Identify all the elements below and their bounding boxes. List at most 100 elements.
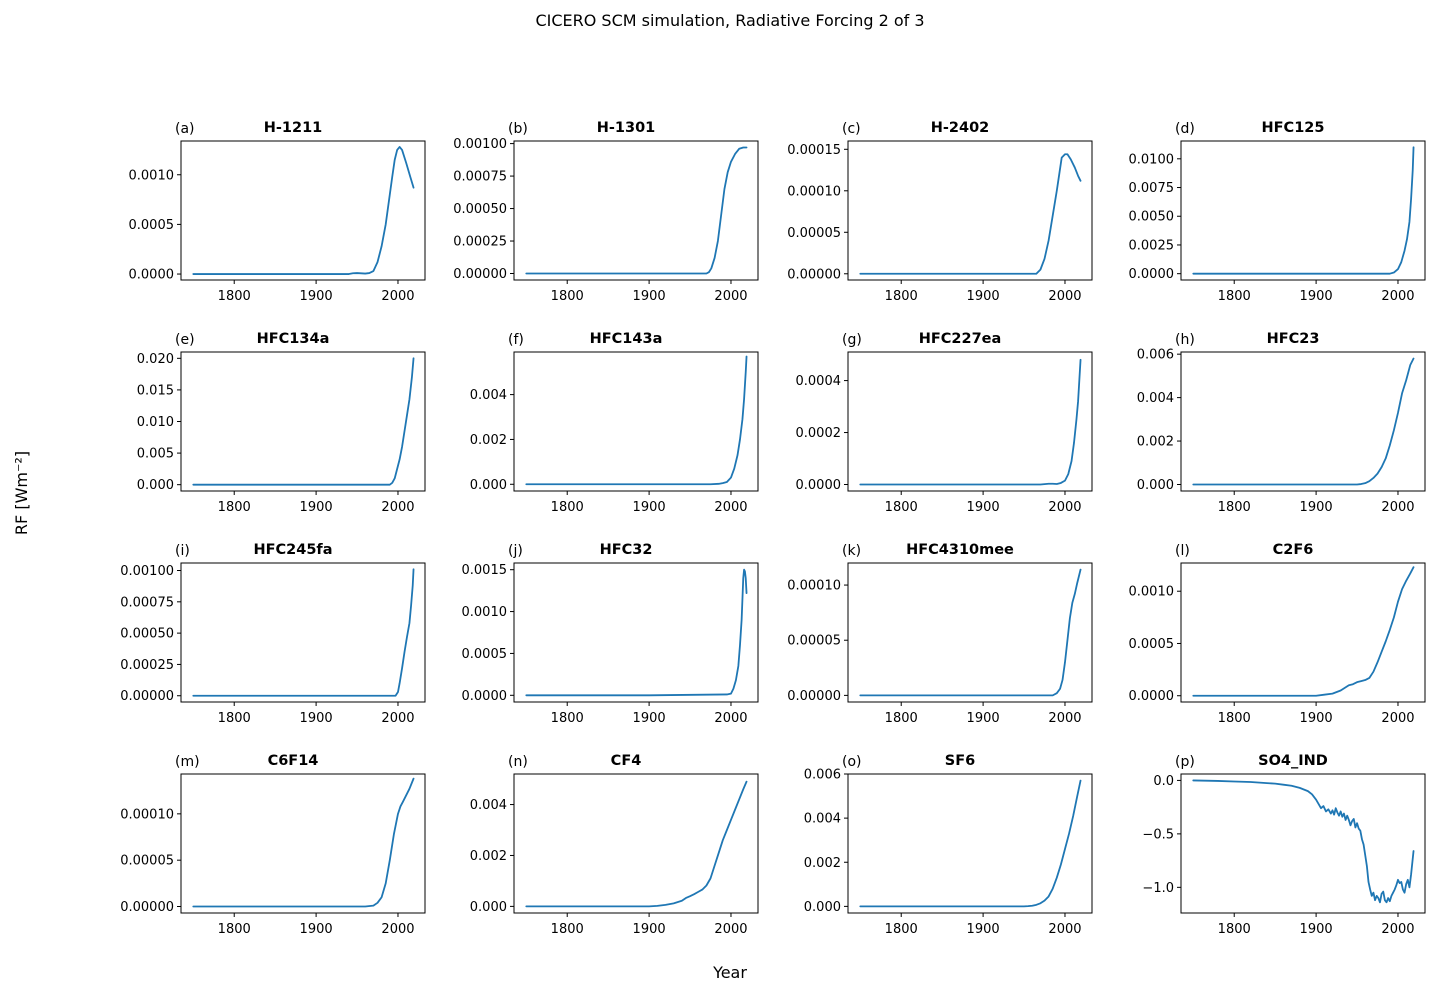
y-tick-label: 0.006 [804,768,841,783]
subplot-hfc134a: HFC134a (e) 1800 1900 2000 0.000 0.005 0.010 0.0… [137,331,426,515]
y-tick-label: 0.0075 [1129,181,1175,196]
subplot-title-hfc143a: HFC143a [590,331,663,347]
y-axis-label: RF [Wm⁻²] [12,451,31,535]
x-tick-label: 2000 [714,922,747,937]
x-tick-label: 2000 [1048,922,1081,937]
y-tick-label: 0.0010 [129,168,175,183]
series-line-cf4 [525,780,748,908]
y-tick-label: 0.0 [1153,774,1174,789]
x-tick-label: 2000 [714,500,747,515]
axes-frame-so4-ind [1180,773,1426,914]
y-tick-label: 0.00000 [453,267,507,282]
series-line-c6f14 [192,777,415,908]
x-tick-label: 1800 [1218,711,1251,726]
subplot-grid: H-1211 (a) 1800 1900 2000 0.0000 0.0005 0.0010 H… [120,120,1426,937]
series-line-so4-ind [1192,779,1415,904]
series-line-h-2402 [859,153,1082,275]
panel-label-c2f6: (l) [1175,543,1190,559]
x-tick-label: 2000 [1381,289,1414,304]
panel-label-h-1211: (a) [175,121,195,137]
y-tick-label: 0.0000 [462,689,508,704]
y-tick-label: 0.0010 [462,605,508,620]
subplot-cf4: CF4 (n) 1800 1900 2000 0.000 0.002 0.004 [470,753,759,937]
y-tick-label: 0.0050 [1129,210,1175,225]
y-tick-label: 0.00075 [120,595,174,610]
y-tick-label: 0.0100 [1129,152,1175,167]
axes-frame-c6f14 [180,773,426,914]
y-tick-label: 0.0000 [129,268,175,283]
x-tick-label: 1800 [551,289,584,304]
subplot-title-hfc245fa: HFC245fa [253,542,332,558]
subplot-title-hfc4310mee: HFC4310mee [906,542,1014,558]
y-tick-label: 0.0005 [1129,637,1175,652]
axes-frame-h-2402 [847,140,1093,281]
y-tick-label: 0.0025 [1129,238,1175,253]
y-tick-label: −0.5 [1142,827,1174,842]
x-tick-label: 1800 [885,289,918,304]
y-tick-label: 0.004 [470,798,507,813]
y-tick-label: 0.0005 [129,218,175,233]
y-tick-label: 0.00000 [787,689,841,704]
y-tick-label: 0.00005 [787,226,841,241]
x-tick-label: 1800 [218,922,251,937]
series-line-hfc143a [525,355,748,486]
panel-label-h-1301: (b) [508,121,528,137]
subplot-title-h-1211: H-1211 [264,120,323,136]
axes-frame-h-1301 [513,140,759,281]
panel-label-hfc23: (h) [1175,332,1195,348]
axes-frame-h-1211 [180,140,426,281]
series-line-hfc32 [525,568,748,697]
x-tick-label: 2000 [714,711,747,726]
subplot-title-hfc23: HFC23 [1267,331,1320,347]
panel-label-c6f14: (m) [175,754,200,770]
series-line-h-1301 [525,146,748,275]
y-tick-label: 0.00005 [787,634,841,649]
y-tick-label: 0.006 [1137,348,1174,363]
x-tick-label: 1800 [885,711,918,726]
y-tick-label: 0.00010 [787,579,841,594]
x-tick-label: 1800 [1218,289,1251,304]
y-tick-label: 0.000 [470,478,507,493]
x-tick-label: 1800 [551,500,584,515]
series-line-hfc245fa [192,568,415,697]
y-tick-label: 0.002 [470,849,507,864]
x-tick-label: 1900 [633,711,666,726]
x-tick-label: 1800 [551,711,584,726]
subplot-h-1211: H-1211 (a) 1800 1900 2000 0.0000 0.0005 0.0010 [129,120,426,304]
x-tick-label: 1800 [218,289,251,304]
subplot-h-2402: H-2402 (c) 1800 1900 2000 0.00000 0.00005 0.000… [787,120,1093,304]
y-tick-label: −1.0 [1142,881,1174,896]
axes-frame-hfc4310mee [847,562,1093,703]
x-tick-label: 1900 [300,289,333,304]
x-tick-label: 1900 [967,922,1000,937]
series-line-hfc23 [1192,357,1415,486]
y-tick-label: 0.0015 [462,563,508,578]
y-tick-label: 0.0000 [1129,689,1175,704]
x-tick-label: 2000 [714,289,747,304]
y-tick-label: 0.0000 [796,478,842,493]
x-tick-label: 2000 [1048,500,1081,515]
panel-label-cf4: (n) [508,754,528,770]
y-tick-label: 0.00000 [787,267,841,282]
x-tick-label: 1900 [1300,500,1333,515]
subplot-hfc23: HFC23 (h) 1800 1900 2000 0.000 0.002 0.004 0.006 [1137,331,1426,515]
y-tick-label: 0.00025 [453,235,507,250]
x-tick-label: 2000 [381,711,414,726]
x-tick-label: 2000 [1381,922,1414,937]
y-tick-label: 0.005 [137,447,174,462]
x-tick-label: 1900 [1300,922,1333,937]
panel-label-hfc227ea: (g) [842,332,862,348]
x-tick-label: 1900 [300,922,333,937]
x-tick-label: 2000 [1048,289,1081,304]
axes-frame-c2f6 [1180,562,1426,703]
x-tick-label: 1900 [967,711,1000,726]
subplot-title-c2f6: C2F6 [1273,542,1314,558]
x-tick-label: 1900 [633,289,666,304]
panel-label-hfc4310mee: (k) [842,543,861,559]
axes-frame-hfc125 [1180,140,1426,281]
series-line-hfc134a [192,357,415,486]
x-tick-label: 1800 [885,500,918,515]
subplot-title-cf4: CF4 [611,753,642,769]
x-tick-label: 2000 [381,922,414,937]
